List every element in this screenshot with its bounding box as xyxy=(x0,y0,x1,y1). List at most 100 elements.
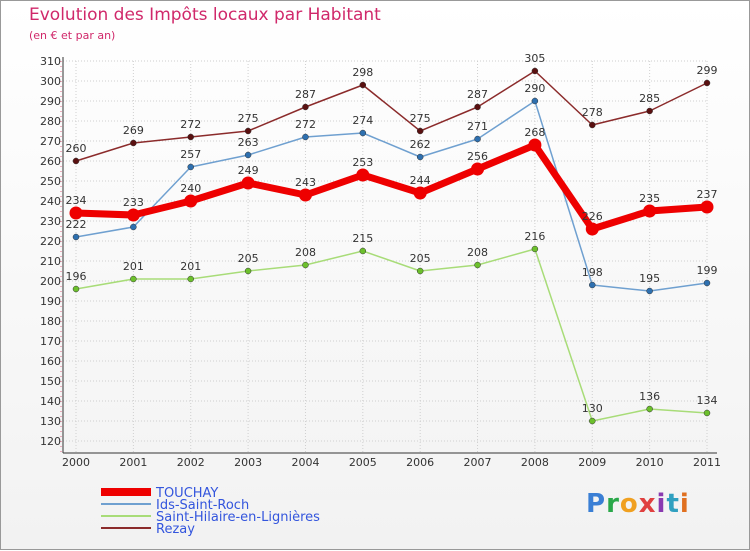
data-point-touchay xyxy=(585,222,599,236)
data-label-saint-hilaire-en-ligni-res: 205 xyxy=(238,252,259,265)
chart-title: Evolution des Impôts locaux par Habitant xyxy=(29,5,381,25)
data-label-ids-saint-roch: 263 xyxy=(238,136,259,149)
logo-letter: P xyxy=(586,489,607,519)
data-point-ids-saint-roch xyxy=(244,151,252,159)
logo-letter: r xyxy=(606,489,620,519)
data-point-saint-hilaire-en-ligni-res xyxy=(531,245,539,253)
x-tick-label: 2004 xyxy=(291,456,319,469)
data-point-touchay xyxy=(126,208,140,222)
data-label-saint-hilaire-en-ligni-res: 196 xyxy=(66,270,87,283)
x-tick-label: 2005 xyxy=(349,456,377,469)
data-label-touchay: 256 xyxy=(467,150,488,163)
data-label-touchay: 268 xyxy=(524,126,545,139)
data-point-rezay xyxy=(359,81,367,89)
data-point-rezay xyxy=(589,121,596,129)
data-label-saint-hilaire-en-ligni-res: 205 xyxy=(410,252,431,265)
data-label-saint-hilaire-en-ligni-res: 134 xyxy=(697,394,718,407)
data-point-saint-hilaire-en-ligni-res xyxy=(589,417,596,425)
data-point-rezay xyxy=(531,67,539,75)
data-point-touchay xyxy=(298,188,312,202)
data-point-ids-saint-roch xyxy=(474,135,481,143)
y-tick-label: 140 xyxy=(40,395,61,408)
series-line-saint-hilaire-en-ligni-res xyxy=(75,248,708,422)
data-point-rezay xyxy=(703,79,711,87)
series-line-rezay xyxy=(75,70,708,162)
y-tick-label: 290 xyxy=(40,95,61,108)
y-tick-label: 160 xyxy=(40,355,61,368)
data-label-touchay: 226 xyxy=(582,210,603,223)
chart-subtitle: (en € et par an) xyxy=(29,29,116,42)
data-label-ids-saint-roch: 274 xyxy=(352,114,373,127)
data-point-rezay xyxy=(302,103,309,111)
x-tick-label: 2001 xyxy=(119,456,147,469)
data-label-ids-saint-roch: 198 xyxy=(582,266,603,279)
data-label-rezay: 285 xyxy=(639,92,660,105)
data-point-ids-saint-roch xyxy=(359,129,367,137)
data-point-saint-hilaire-en-ligni-res xyxy=(302,261,309,269)
data-point-ids-saint-roch xyxy=(302,133,309,141)
data-point-ids-saint-roch xyxy=(72,233,80,241)
y-tick-label: 170 xyxy=(40,335,61,348)
x-tick-label: 2009 xyxy=(578,456,606,469)
data-label-saint-hilaire-en-ligni-res: 215 xyxy=(352,232,373,245)
legend-label-rezay: Rezay xyxy=(156,522,195,537)
data-label-saint-hilaire-en-ligni-res: 201 xyxy=(123,260,144,273)
data-label-ids-saint-roch: 195 xyxy=(639,272,660,285)
x-tick-label: 2011 xyxy=(693,456,721,469)
data-label-ids-saint-roch: 257 xyxy=(180,148,201,161)
logo-letter: x xyxy=(638,489,657,519)
data-point-rezay xyxy=(244,127,252,135)
data-point-saint-hilaire-en-ligni-res xyxy=(244,267,252,275)
legend-label-saint-hilaire-en-ligni-res: Saint-Hilaire-en-Lignières xyxy=(156,510,320,525)
data-point-touchay xyxy=(413,186,427,200)
data-label-touchay: 237 xyxy=(697,188,718,201)
data-label-rezay: 260 xyxy=(66,142,87,155)
data-point-saint-hilaire-en-ligni-res xyxy=(646,405,653,413)
data-point-saint-hilaire-en-ligni-res xyxy=(130,275,137,283)
data-label-saint-hilaire-en-ligni-res: 201 xyxy=(180,260,201,273)
data-point-ids-saint-roch xyxy=(416,153,424,161)
data-label-saint-hilaire-en-ligni-res: 216 xyxy=(524,230,545,243)
data-point-touchay xyxy=(643,204,657,218)
data-point-ids-saint-roch xyxy=(531,97,539,105)
data-label-ids-saint-roch: 262 xyxy=(410,138,431,151)
y-tick-label: 130 xyxy=(40,415,61,428)
data-point-ids-saint-roch xyxy=(130,223,137,231)
data-label-saint-hilaire-en-ligni-res: 136 xyxy=(639,390,660,403)
y-tick-label: 240 xyxy=(40,195,61,208)
data-point-touchay xyxy=(471,162,485,176)
data-point-ids-saint-roch xyxy=(703,279,711,287)
logo-letter: i xyxy=(656,489,667,519)
data-label-rezay: 287 xyxy=(295,88,316,101)
data-label-touchay: 240 xyxy=(180,182,201,195)
data-point-rezay xyxy=(416,127,424,135)
data-point-touchay xyxy=(241,176,255,190)
y-tick-label: 230 xyxy=(40,215,61,228)
x-tick-label: 2000 xyxy=(62,456,90,469)
x-tick-label: 2008 xyxy=(521,456,549,469)
data-label-rezay: 278 xyxy=(582,106,603,119)
data-point-rezay xyxy=(187,133,194,141)
y-tick-label: 270 xyxy=(40,135,61,148)
data-label-rezay: 287 xyxy=(467,88,488,101)
y-tick-label: 280 xyxy=(40,115,61,128)
data-point-touchay xyxy=(700,200,714,214)
data-point-touchay xyxy=(184,194,198,208)
data-label-saint-hilaire-en-ligni-res: 208 xyxy=(295,246,316,259)
data-point-rezay xyxy=(72,157,80,165)
x-tick-label: 2010 xyxy=(636,456,664,469)
series-line-touchay xyxy=(75,141,708,233)
data-label-touchay: 233 xyxy=(123,196,144,209)
data-point-rezay xyxy=(474,103,481,111)
y-tick-label: 260 xyxy=(40,155,61,168)
data-point-saint-hilaire-en-ligni-res xyxy=(416,267,424,275)
data-label-touchay: 234 xyxy=(66,194,87,207)
data-label-ids-saint-roch: 222 xyxy=(66,218,87,231)
data-label-rezay: 275 xyxy=(238,112,259,125)
y-tick-label: 120 xyxy=(40,435,61,448)
y-tick-label: 250 xyxy=(40,175,61,188)
data-point-touchay xyxy=(528,138,542,152)
y-tick-label: 150 xyxy=(40,375,61,388)
